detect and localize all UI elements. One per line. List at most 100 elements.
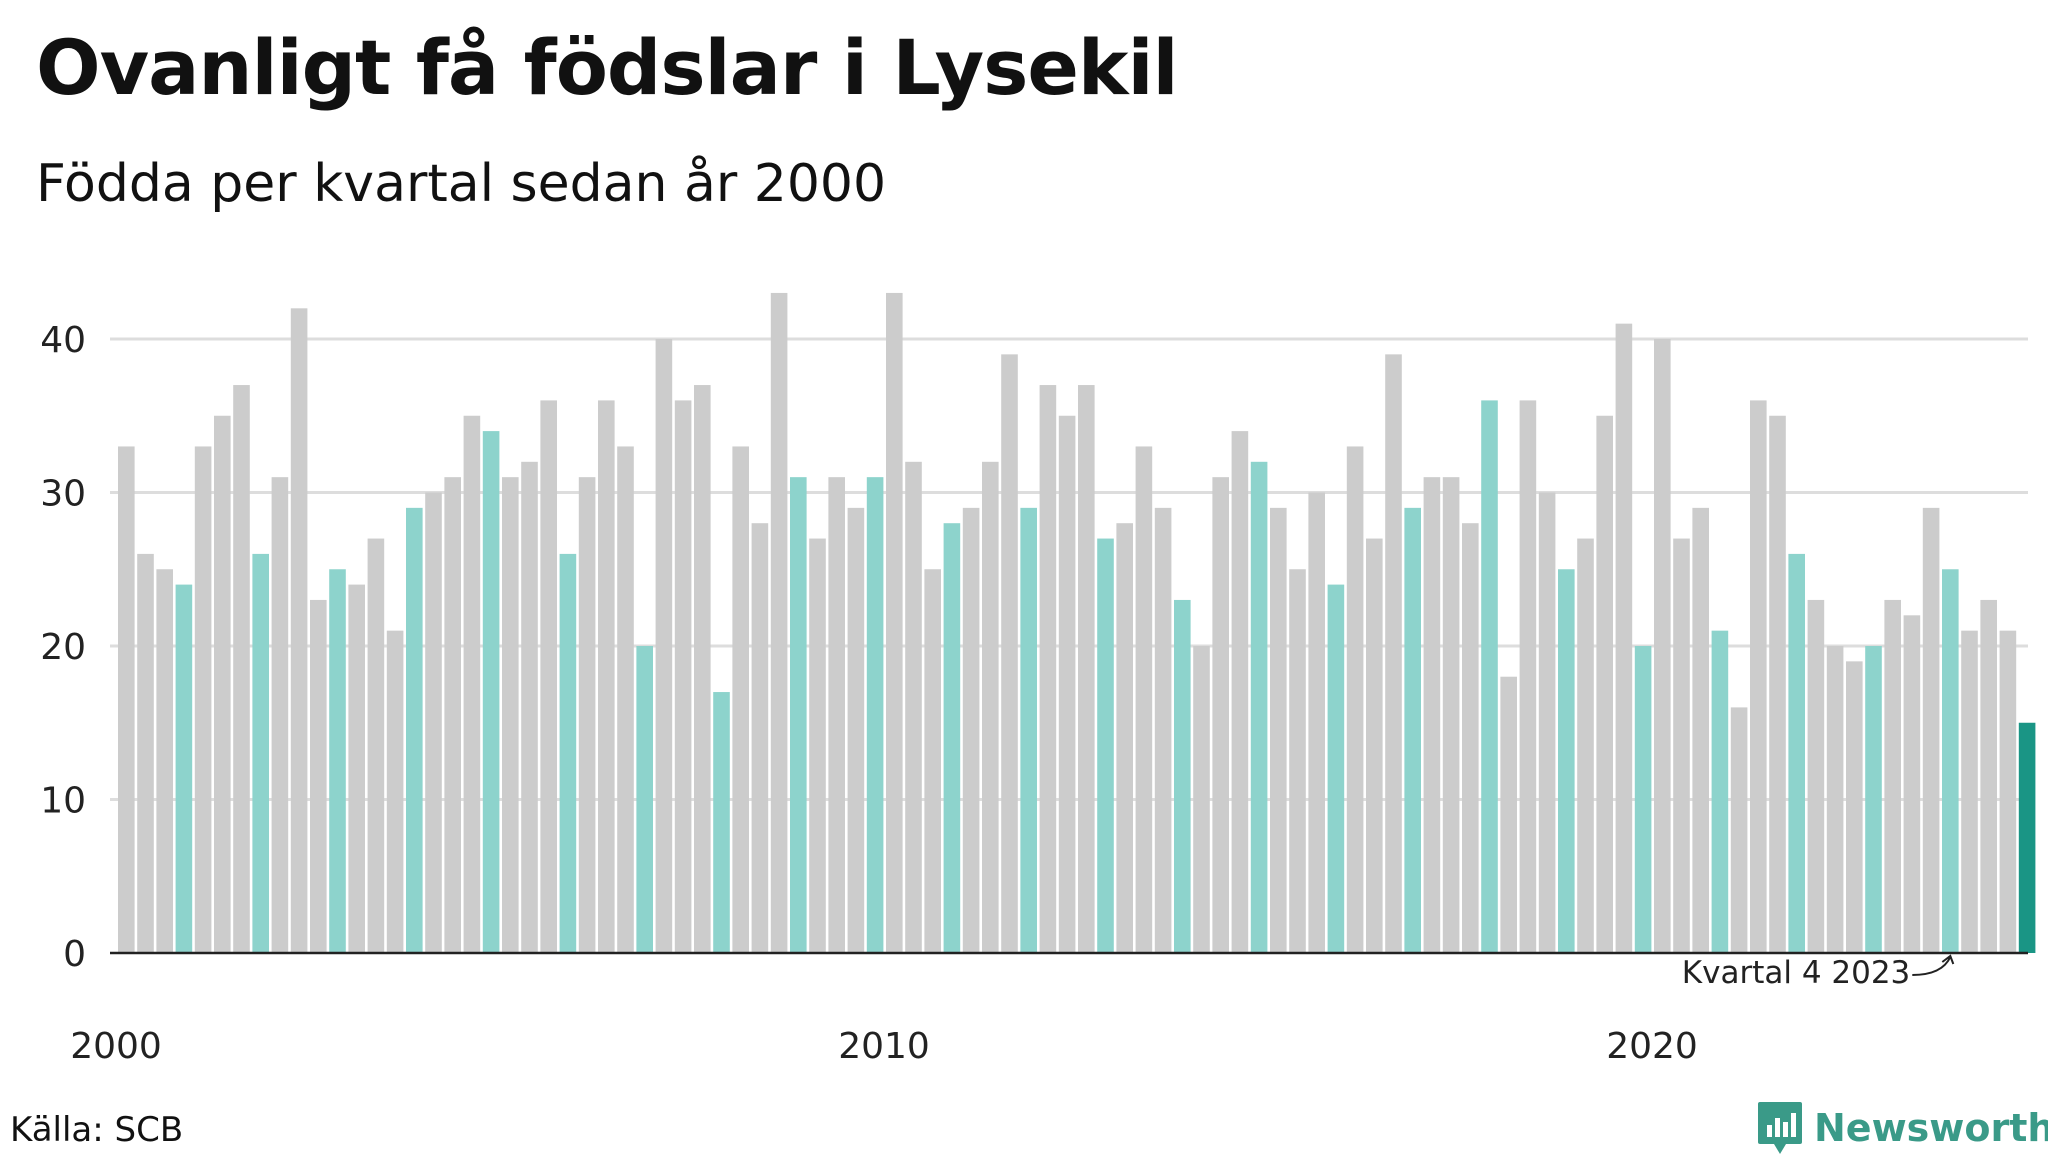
brand-name: Newsworthy <box>1814 1106 2048 1150</box>
bar <box>463 415 481 953</box>
bar <box>598 400 615 953</box>
x-tick-label: 2000 <box>70 1026 162 1067</box>
bar <box>175 584 193 953</box>
bar <box>1788 553 1805 953</box>
bar <box>1884 599 1901 953</box>
bar <box>847 507 865 953</box>
bar <box>1366 538 1383 953</box>
bar <box>482 431 500 954</box>
bar <box>540 400 557 953</box>
bar <box>118 446 135 953</box>
bar <box>1769 415 1786 953</box>
bar <box>1346 446 1364 953</box>
bar <box>1423 477 1441 953</box>
chart-subtitle: Födda per kvartal sedan år 2000 <box>36 154 887 214</box>
bar <box>1442 477 1460 953</box>
bar <box>1750 400 1767 953</box>
bar <box>1308 492 1325 953</box>
bar <box>1558 569 1575 953</box>
bar <box>1538 492 1556 953</box>
bar <box>1903 615 1921 953</box>
bar <box>1500 676 1517 953</box>
y-tick-label: 20 <box>40 627 86 668</box>
bar <box>1692 507 1709 953</box>
bar-chart: 0 10 20 30 40 2000 2010 2020 Kvartal 4 2023 <box>40 292 2036 1067</box>
bar <box>905 461 922 953</box>
bar <box>1154 507 1172 953</box>
bar <box>310 599 327 953</box>
bar <box>1730 707 1748 953</box>
bar <box>732 446 749 953</box>
bar <box>559 553 577 953</box>
bar <box>809 538 826 953</box>
y-tick-label: 40 <box>40 320 86 361</box>
bar <box>1327 584 1345 953</box>
x-tick-label: 2010 <box>838 1026 930 1067</box>
bar <box>866 477 884 953</box>
bar <box>386 630 404 953</box>
bar <box>1174 599 1191 953</box>
y-tick-label: 0 <box>63 934 86 975</box>
bar <box>1807 599 1825 953</box>
bar <box>1865 646 1882 953</box>
bar <box>674 400 692 953</box>
bar <box>1999 630 2017 953</box>
y-tick-label: 30 <box>40 474 86 515</box>
bar <box>1922 507 1940 953</box>
bar <box>444 477 461 953</box>
bar-chart-logo-icon <box>1758 1102 1802 1154</box>
bar <box>886 292 903 953</box>
bar <box>1462 523 1479 953</box>
axes: 0 10 20 30 40 2000 2010 2020 <box>40 320 2028 1067</box>
bar <box>348 584 365 953</box>
bar <box>1654 339 1671 953</box>
bar <box>1826 646 1844 953</box>
bar <box>1481 400 1498 953</box>
bar <box>1270 507 1287 953</box>
bar <box>1596 415 1613 953</box>
brand-logo[interactable]: Newsworthy <box>1756 1096 2048 1160</box>
bar <box>770 292 788 953</box>
bar <box>713 692 730 953</box>
bar <box>290 308 308 953</box>
bar <box>1135 446 1153 953</box>
bar <box>425 492 442 953</box>
bar <box>1673 538 1690 953</box>
bar <box>1058 415 1076 953</box>
bar <box>578 477 596 953</box>
bar <box>156 569 173 953</box>
bar <box>214 415 231 953</box>
bar <box>1980 599 1997 953</box>
bar <box>1942 569 1959 953</box>
bar <box>1250 461 1268 953</box>
bar <box>617 446 634 953</box>
bar <box>1404 507 1421 953</box>
bar <box>271 477 289 953</box>
bar <box>1097 538 1114 953</box>
bar <box>502 477 519 953</box>
annotation-arrow <box>1912 954 1955 976</box>
bar <box>1001 354 1018 954</box>
bar <box>521 461 538 953</box>
bar <box>828 477 845 953</box>
bar <box>655 339 673 953</box>
bar <box>194 446 212 953</box>
bar <box>982 461 999 953</box>
annotation: Kvartal 4 2023 <box>1682 954 1955 991</box>
chart-title: Ovanligt få födslar i Lysekil <box>36 23 1179 112</box>
bar <box>1289 569 1306 953</box>
bar <box>924 569 941 953</box>
bar <box>1615 323 1633 953</box>
bar <box>406 507 423 953</box>
bar <box>1231 431 1249 954</box>
bar <box>137 553 154 953</box>
bar <box>233 385 250 953</box>
bar <box>1846 661 1863 953</box>
bars <box>118 292 2036 954</box>
bar <box>2018 722 2036 953</box>
bar <box>1116 523 1133 953</box>
bar <box>943 523 961 953</box>
bar <box>1039 385 1057 953</box>
bar <box>252 553 269 953</box>
bar <box>694 385 711 953</box>
